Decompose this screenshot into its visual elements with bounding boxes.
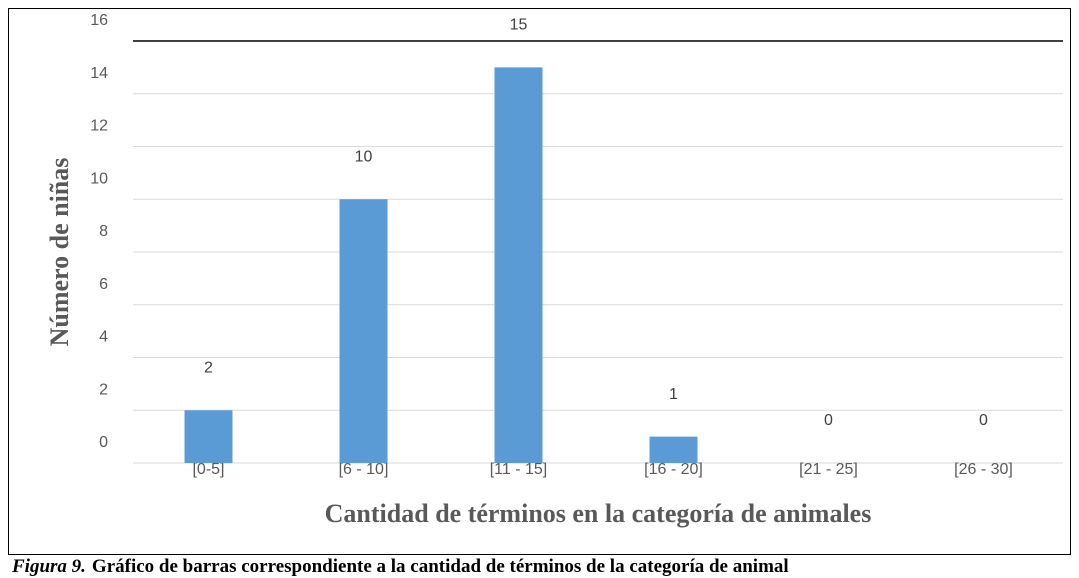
bar bbox=[649, 436, 698, 463]
x-tick-label: [0-5] bbox=[192, 461, 224, 478]
y-tick-label: 12 bbox=[90, 118, 108, 135]
y-tick-label: 6 bbox=[99, 276, 108, 293]
chart-frame bbox=[8, 8, 1071, 555]
caption-label: Figura 9. bbox=[11, 556, 86, 577]
data-label: 15 bbox=[510, 17, 528, 34]
y-tick-label: 4 bbox=[99, 329, 108, 346]
x-tick-label: [21 - 25] bbox=[799, 461, 858, 478]
x-axis-label: Cantidad de términos en la categoría de … bbox=[325, 499, 872, 528]
x-tick-label: [11 - 15] bbox=[490, 461, 548, 478]
x-tick-label: [6 - 10] bbox=[339, 461, 389, 478]
data-label: 2 bbox=[204, 359, 213, 376]
y-tick-label: 16 bbox=[90, 12, 108, 29]
y-axis-label: Número de niñas bbox=[45, 158, 74, 347]
data-label: 1 bbox=[669, 386, 678, 403]
data-label: 0 bbox=[979, 412, 988, 429]
data-label: 0 bbox=[824, 412, 833, 429]
bar bbox=[184, 410, 233, 463]
y-tick-label: 14 bbox=[90, 65, 108, 82]
bar bbox=[494, 67, 543, 463]
caption-text: Gráfico de barras correspondiente a la c… bbox=[92, 556, 789, 577]
x-tick-label: [16 - 20] bbox=[644, 461, 703, 478]
y-tick-label: 0 bbox=[99, 434, 108, 451]
y-tick-label: 10 bbox=[90, 170, 108, 187]
y-tick-label: 8 bbox=[99, 223, 108, 240]
x-tick-label: [26 - 30] bbox=[954, 461, 1013, 478]
data-label: 10 bbox=[355, 148, 373, 165]
caption: Figura 9. Gráfico de barras correspondien… bbox=[11, 556, 789, 577]
bar bbox=[339, 199, 388, 463]
y-tick-label: 2 bbox=[99, 381, 108, 398]
